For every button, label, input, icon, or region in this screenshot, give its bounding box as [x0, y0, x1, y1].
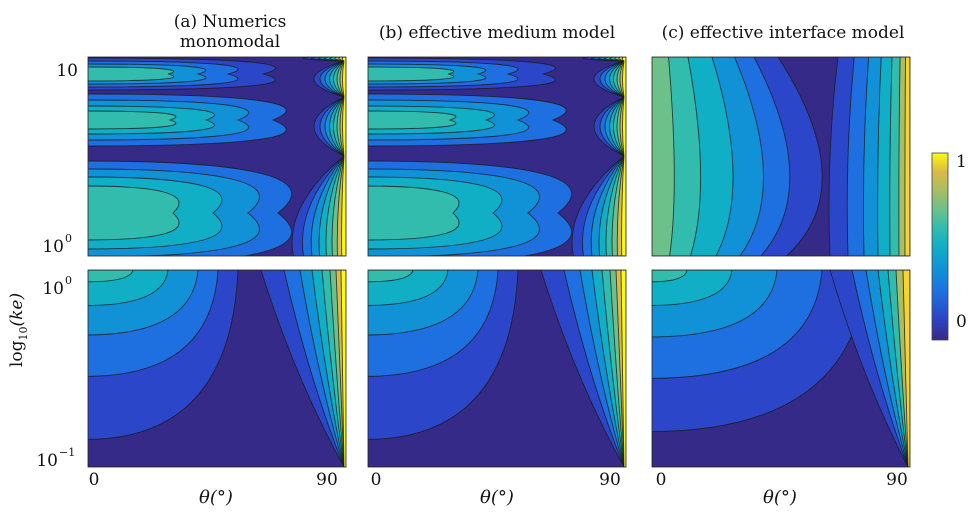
- panel-frame: [87, 269, 347, 468]
- panel-b-title: (b) effective medium model: [379, 23, 615, 43]
- panel-frame: [367, 269, 627, 468]
- contour-band: [368, 110, 457, 130]
- panel-a-title-line2: monomodal: [180, 32, 280, 52]
- contour-panels: [87, 56, 911, 468]
- contour-band: [341, 57, 346, 256]
- x-tick-label: 90: [316, 470, 338, 490]
- contour-band: [902, 270, 910, 467]
- x-tick-label: 90: [886, 470, 908, 490]
- contour-band: [368, 66, 455, 82]
- contour-band: [88, 110, 177, 130]
- x-axis-label: θ(°): [199, 487, 233, 508]
- y-axis-label: log10(ke): [7, 293, 30, 367]
- colorbar-max-label: 1: [956, 152, 967, 172]
- x-tick-label: 0: [656, 470, 667, 490]
- x-axis-label: θ(°): [763, 487, 797, 508]
- contour-panel: [368, 57, 626, 256]
- contour-panel: [652, 57, 910, 256]
- panel-frame: [367, 56, 627, 257]
- x-tick-label: 90: [599, 470, 621, 490]
- contour-panel: [88, 270, 346, 467]
- contour-band: [88, 185, 180, 241]
- panel-frame: [87, 56, 347, 257]
- colorbar: [931, 152, 949, 341]
- colorbar-min-label: 0: [956, 312, 967, 332]
- x-tick-label: 0: [371, 470, 382, 490]
- contour-band: [620, 270, 626, 467]
- panel-a-title-line1: (a) Numerics: [174, 12, 287, 32]
- y-tick-exponent: −1: [59, 446, 75, 459]
- contour-panel: [652, 270, 910, 467]
- y-tick-label: 10: [56, 61, 78, 81]
- y-tick-label: 10: [42, 237, 64, 257]
- x-tick-label: 0: [89, 470, 100, 490]
- contour-band: [88, 66, 175, 82]
- contour-band: [621, 57, 626, 256]
- panel-c-title: (c) effective interface model: [662, 23, 905, 43]
- x-axis-label: θ(°): [480, 487, 514, 508]
- contour-band: [368, 185, 460, 241]
- panel-frame: [651, 269, 911, 468]
- contour-panel: [88, 57, 346, 256]
- y-tick-label: 10: [42, 279, 64, 299]
- contour-band: [904, 57, 910, 256]
- y-tick-label: 10: [36, 451, 58, 471]
- y-tick-exponent: 0: [65, 232, 72, 245]
- contour-panel: [368, 270, 626, 467]
- contour-band: [340, 270, 346, 467]
- contour-band: [652, 57, 675, 256]
- y-tick-exponent: 0: [65, 274, 72, 287]
- panel-frame: [651, 56, 911, 257]
